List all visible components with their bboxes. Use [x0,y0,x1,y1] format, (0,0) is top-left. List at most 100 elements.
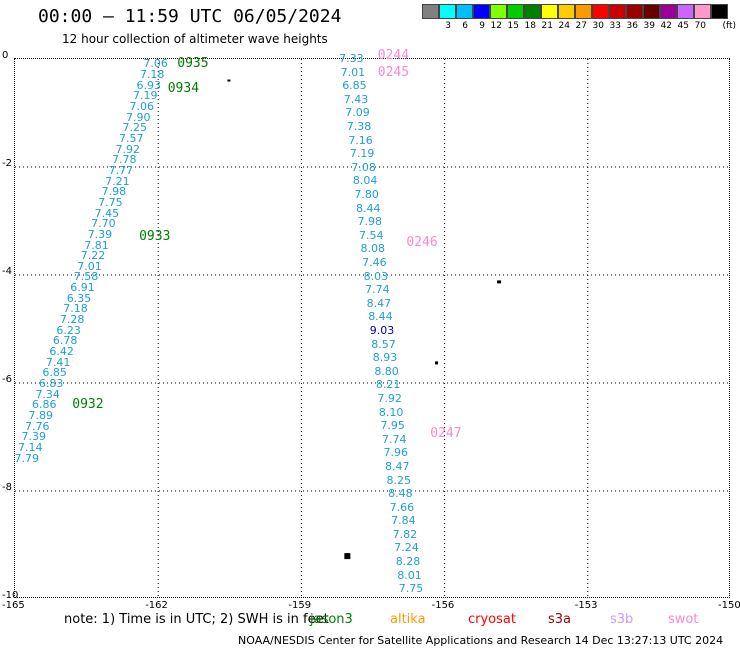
colorbar-swatch [575,4,592,19]
colorbar-swatch [524,4,541,19]
pass-time-label: 0935 [177,56,209,72]
island-speck [497,280,502,284]
map-title: 00:00 – 11:59 UTC 06/05/2024 [38,6,342,27]
map-plot-area[interactable]: 7.06 7.18 6.93 7.19 7.06 7.90 7.25 7.57 7.92 7.78… [14,49,731,599]
colorbar-swatch [592,4,609,19]
wave-height-label: 8.57 [371,337,396,351]
wave-height-label: 7.90 [126,110,151,124]
wave-height-label: 7.75 [398,582,424,596]
x-tick-label: -159 [288,600,312,611]
y-tick-label: -2 [2,158,12,169]
wave-height-label: 8.44 [355,201,381,215]
colorbar-label: 36 [626,21,638,31]
x-tick-label: -153 [574,600,598,611]
y-tick-label: -4 [2,266,12,277]
wave-height-label: 7.79 [14,451,40,465]
y-tick-label: 0 [2,50,9,61]
grid-lines [15,59,731,599]
wave-height-label: 8.03 [363,269,389,283]
wave-height-label: 7.16 [348,133,373,147]
wave-height-label: 8.10 [378,405,404,419]
colorbar-swatch [456,4,473,19]
wave-height-label: 6.85 [42,366,67,380]
wave-height-label: 7.39 [87,227,113,241]
wave-height-label: 7.98 [101,185,127,199]
wave-height-label: 7.09 [345,106,370,120]
wave-height-label: 7.80 [354,187,379,201]
colorbar-label: 33 [609,21,621,31]
wave-height-label: 7.77 [108,163,134,177]
x-tick-label: -156 [431,600,455,611]
wave-height-label: 7.28 [59,313,85,327]
wave-height-label: 8.44 [368,310,393,324]
y-tick-label: -10 [2,590,19,601]
y-tick-label: -6 [2,374,12,385]
wave-height-label: 7.54 [359,228,384,242]
colorbar-swatch [439,4,456,19]
colorbar-swatch [677,4,694,19]
wave-height-label: 8.28 [395,555,421,569]
wave-height-label: 7.78 [112,153,137,167]
legend-cryosat: cryosat [468,612,516,627]
legend-jason3: jason3 [310,612,353,627]
colorbar-swatch [473,4,490,19]
wave-height-label: 7.75 [98,195,123,209]
pass-time-label: 0933 [139,229,171,245]
wave-height-label: 7.66 [389,500,415,514]
wave-height-label: 8.04 [352,174,378,188]
wave-height-label: 7.45 [94,206,120,220]
wave-height-label: 7.21 [105,174,130,188]
island-speck [344,553,351,560]
colorbar-unit: (ft) [722,21,736,31]
wave-height-label: 6.78 [52,334,78,348]
wave-height-label: 7.92 [115,142,141,156]
wave-height-label: 7.46 [362,255,387,269]
colorbar-label: 45 [677,21,689,31]
wave-height-label: 7.19 [349,147,375,161]
wave-height-label: 7.25 [122,121,148,135]
wave-height-label: 8.48 [388,487,413,501]
pass-time-label: 0932 [72,396,104,412]
island-speck [435,361,439,365]
colorbar-swatch [490,4,507,19]
wave-height-label: 7.38 [346,119,372,133]
colorbar-swatch [711,4,728,19]
wave-height-label: 7.96 [383,446,409,460]
wave-height-label: 8.80 [374,364,399,378]
wave-height-label: 8.21 [375,378,401,392]
wave-height-label: 7.01 [340,65,366,79]
wave-height-label: 7.39 [21,430,47,444]
wave-height-label: 7.98 [357,215,382,229]
wave-height-label: 8.47 [385,459,410,473]
colorbar-label: 9 [479,21,485,31]
colorbar-label: 6 [462,21,468,31]
wave-height-label: 9.03 [369,323,395,337]
wave-height-label: 7.01 [77,259,102,273]
colorbar-swatch [422,4,439,19]
wave-height-label: 7.57 [119,131,144,145]
colorbar-label: 42 [660,21,672,31]
colorbar-label: 3 [445,21,451,31]
wave-height-label: 7.06 [129,100,154,114]
colorbar-label: 70 [694,21,706,31]
x-tick-label: -150 [718,600,740,611]
x-tick-label: -165 [2,600,25,611]
wave-height-label: 6.42 [49,345,74,359]
wave-height-label: 7.76 [24,419,50,433]
wave-height-label: 7.19 [132,89,158,103]
wave-height-label: 7.08 [351,160,376,174]
wave-height-label: 7.92 [377,391,402,405]
colorbar-swatch [507,4,524,19]
colorbar-label: 12 [490,21,502,31]
legend-s3b: s3b [610,612,634,627]
pass-time-label: 0245 [377,64,410,80]
colorbar-label: 39 [643,21,655,31]
colorbar-label: 18 [524,21,536,31]
y-tick-label: -8 [2,482,12,493]
wave-height-label: 7.22 [80,249,106,263]
wave-height-label: 6.83 [38,377,64,391]
colorbar-swatch [541,4,558,19]
colorbar-label: 27 [575,21,587,31]
pass-time-label: 0246 [406,234,438,250]
colorbar-swatch [694,4,711,19]
